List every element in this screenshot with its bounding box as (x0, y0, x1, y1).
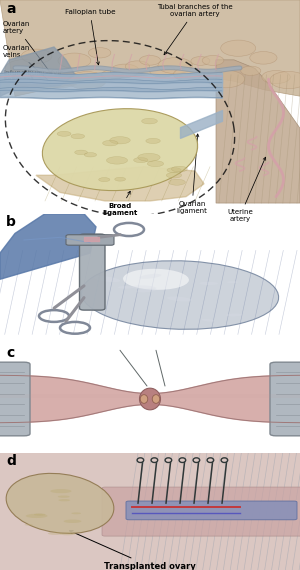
Ellipse shape (191, 56, 210, 66)
Ellipse shape (167, 168, 181, 173)
Ellipse shape (134, 157, 148, 162)
Ellipse shape (137, 288, 157, 292)
Ellipse shape (58, 53, 91, 68)
Ellipse shape (88, 47, 111, 58)
Ellipse shape (0, 374, 22, 424)
Ellipse shape (57, 131, 71, 136)
Ellipse shape (167, 296, 192, 302)
Ellipse shape (262, 71, 290, 84)
FancyBboxPatch shape (126, 501, 297, 520)
FancyBboxPatch shape (80, 234, 105, 310)
Ellipse shape (226, 314, 242, 316)
Ellipse shape (118, 286, 134, 289)
Ellipse shape (147, 161, 164, 166)
Ellipse shape (64, 519, 81, 523)
Ellipse shape (172, 166, 188, 172)
Ellipse shape (221, 40, 256, 56)
Ellipse shape (58, 499, 70, 502)
Text: b: b (6, 215, 16, 229)
Text: Broad
ligament: Broad ligament (102, 192, 138, 216)
Polygon shape (0, 214, 96, 279)
Text: Ovarian
veins: Ovarian veins (3, 45, 51, 83)
Ellipse shape (103, 140, 118, 146)
Ellipse shape (202, 55, 224, 66)
Ellipse shape (94, 276, 120, 282)
FancyBboxPatch shape (66, 235, 114, 245)
Ellipse shape (48, 532, 62, 535)
Ellipse shape (227, 281, 238, 283)
Ellipse shape (39, 71, 60, 81)
FancyBboxPatch shape (0, 453, 300, 570)
Ellipse shape (6, 473, 114, 534)
Text: Fallopian tube: Fallopian tube (65, 9, 115, 65)
Text: Transplanted ovary: Transplanted ovary (70, 531, 196, 570)
Ellipse shape (110, 64, 139, 78)
Ellipse shape (25, 524, 33, 526)
Ellipse shape (101, 70, 123, 80)
Ellipse shape (115, 177, 126, 181)
Ellipse shape (26, 514, 47, 518)
Ellipse shape (84, 153, 97, 157)
Ellipse shape (140, 394, 148, 404)
Ellipse shape (71, 134, 85, 139)
Polygon shape (0, 0, 300, 96)
Text: Ovarian
ligament: Ovarian ligament (177, 134, 207, 214)
Ellipse shape (71, 512, 81, 514)
Ellipse shape (60, 532, 76, 535)
Text: Infundibulopelvic
ligament: Infundibulopelvic ligament (3, 71, 63, 83)
FancyBboxPatch shape (270, 362, 300, 436)
Ellipse shape (241, 66, 261, 75)
Text: c: c (6, 346, 14, 360)
Ellipse shape (125, 61, 149, 72)
Ellipse shape (166, 173, 182, 178)
Ellipse shape (199, 282, 218, 285)
Ellipse shape (44, 71, 80, 88)
Ellipse shape (146, 139, 160, 144)
Text: Tubal branches of the
ovarian artery: Tubal branches of the ovarian artery (157, 4, 233, 55)
Ellipse shape (34, 514, 46, 516)
Text: Ovarian
artery: Ovarian artery (3, 21, 52, 75)
Ellipse shape (58, 495, 70, 498)
Ellipse shape (140, 388, 160, 410)
FancyBboxPatch shape (0, 362, 30, 436)
Polygon shape (0, 47, 75, 96)
Ellipse shape (158, 58, 192, 74)
Ellipse shape (50, 489, 71, 493)
Ellipse shape (138, 153, 160, 161)
Polygon shape (36, 166, 204, 201)
Ellipse shape (68, 72, 106, 89)
Ellipse shape (110, 137, 130, 144)
Text: Uterine
artery: Uterine artery (227, 157, 266, 222)
Ellipse shape (142, 119, 157, 124)
Ellipse shape (81, 260, 279, 329)
Ellipse shape (207, 70, 244, 88)
Ellipse shape (173, 68, 202, 81)
Ellipse shape (140, 55, 160, 65)
FancyBboxPatch shape (102, 487, 300, 536)
Ellipse shape (169, 179, 185, 185)
Text: a: a (6, 2, 16, 16)
Ellipse shape (270, 71, 300, 89)
Ellipse shape (152, 394, 160, 404)
Ellipse shape (21, 49, 52, 63)
Ellipse shape (278, 374, 300, 424)
Ellipse shape (123, 269, 189, 290)
Ellipse shape (250, 51, 277, 64)
Ellipse shape (150, 66, 175, 77)
Text: d: d (6, 454, 16, 469)
Ellipse shape (75, 150, 87, 154)
Ellipse shape (42, 109, 198, 190)
Ellipse shape (99, 178, 110, 182)
Ellipse shape (106, 157, 128, 164)
Ellipse shape (139, 274, 161, 279)
Ellipse shape (202, 319, 215, 321)
Polygon shape (216, 60, 300, 203)
Ellipse shape (5, 60, 43, 77)
Ellipse shape (132, 286, 156, 290)
